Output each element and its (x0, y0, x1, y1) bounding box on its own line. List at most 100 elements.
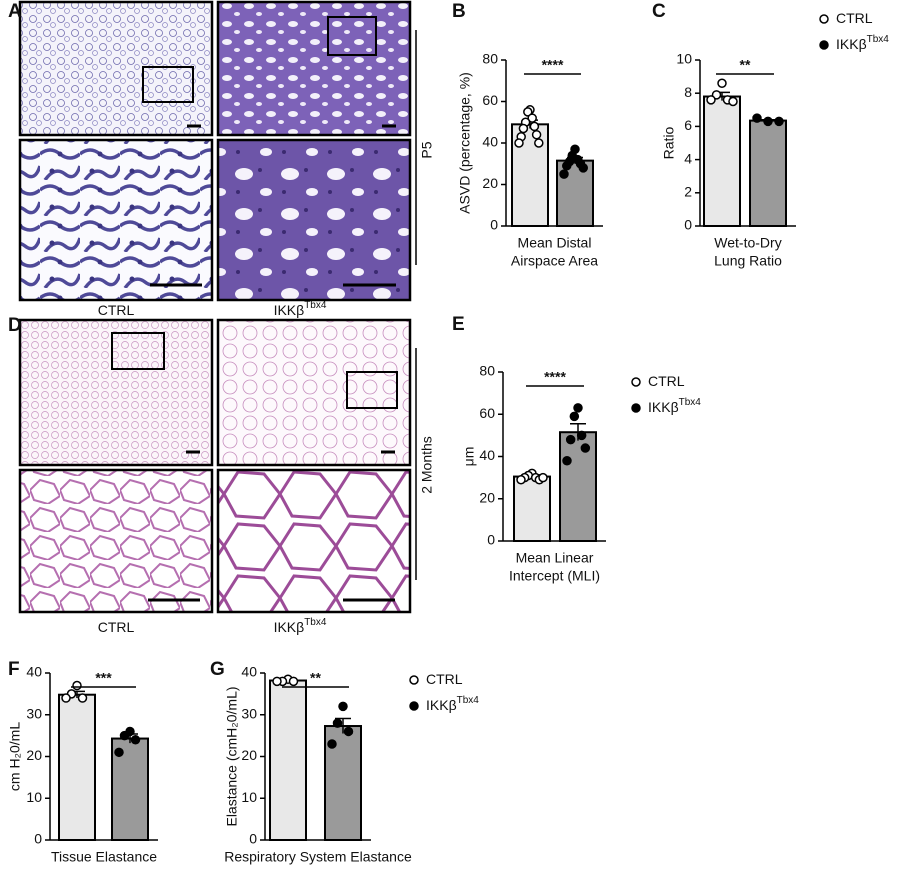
bar (703, 95, 741, 227)
column-label: CTRL (98, 619, 135, 635)
bar (559, 431, 597, 542)
y-axis-label: μm (461, 447, 477, 467)
y-axis-label: Elastance (cmH₂0/mL) (224, 686, 240, 826)
column-label-sup: Tbx4 (304, 617, 327, 628)
data-point (343, 726, 354, 737)
y-tick-label: 0 (34, 831, 42, 847)
legend-label: IKKβTbx4 (836, 34, 889, 52)
data-point (578, 163, 588, 173)
y-tick-label: 80 (479, 363, 495, 379)
y-axis-label: cm H₂0/mL (7, 722, 23, 791)
micrograph (216, 138, 412, 302)
data-point (518, 123, 529, 134)
y-tick-label: 20 (241, 747, 257, 763)
panel-letter: D (8, 315, 22, 336)
y-tick-label: 8 (684, 84, 692, 100)
column-label: CTRL (98, 302, 135, 318)
inset-box (111, 332, 165, 370)
y-tick-label: 30 (241, 705, 257, 721)
y-tick-label: 20 (26, 747, 42, 763)
bar (269, 679, 307, 842)
x-axis-label: Mean Distal (518, 235, 592, 251)
panel-letter: A (8, 1, 22, 22)
data-point (538, 472, 548, 483)
x-axis-label: Tissue Elastance (51, 849, 157, 865)
data-point (763, 116, 773, 127)
bar (58, 693, 96, 842)
y-tick-label: 20 (479, 489, 495, 505)
y-tick-label: 0 (487, 532, 495, 548)
panel-letter: E (452, 314, 465, 335)
data-point (527, 113, 537, 123)
legend-label-main: CTRL (426, 671, 463, 687)
legend-marker (819, 40, 829, 50)
side-label: 2 Months (419, 436, 435, 494)
significance-label: **** (542, 57, 564, 73)
y-tick-label: 0 (684, 217, 692, 233)
data-point (332, 718, 343, 728)
y-tick-label: 6 (684, 117, 692, 133)
data-point (130, 735, 141, 745)
data-point (61, 693, 71, 703)
data-point (565, 434, 576, 445)
legend-label: CTRL (648, 373, 685, 389)
data-point (559, 169, 569, 179)
y-tick-label: 30 (26, 705, 42, 721)
data-point (529, 121, 540, 132)
panel-letter: B (452, 1, 466, 22)
y-tick-label: 0 (249, 831, 257, 847)
legend-marker (409, 675, 419, 685)
micrograph (216, 468, 412, 614)
data-point (728, 96, 738, 107)
micrograph (18, 468, 214, 614)
legend-label-sup: Tbx4 (867, 34, 890, 45)
micrographs (18, 0, 417, 614)
legend-marker (819, 14, 829, 24)
inset-box (346, 371, 398, 409)
column-label: IKKβTbx4 (274, 617, 327, 635)
bar (513, 475, 551, 543)
column-label-main: CTRL (98, 619, 135, 635)
micrograph (216, 318, 412, 467)
inset-box (327, 16, 377, 56)
data-point (562, 161, 572, 171)
column-label-sup: Tbx4 (304, 300, 327, 311)
y-axis-label: Ratio (661, 126, 677, 159)
data-point (562, 455, 572, 466)
data-point (516, 474, 526, 485)
y-tick-label: 40 (241, 664, 257, 680)
data-point (573, 403, 583, 413)
y-tick-label: 40 (26, 664, 42, 680)
column-label: IKKβTbx4 (274, 300, 327, 318)
y-tick-label: 0 (490, 217, 498, 233)
legend-label-main: CTRL (648, 373, 685, 389)
legend-label: IKKβTbx4 (426, 695, 479, 713)
legend-label-main: IKKβ (836, 36, 867, 52)
x-axis-label: Airspace Area (511, 253, 598, 269)
x-axis-label: Mean Linear (516, 550, 594, 566)
significance-label: ** (310, 670, 321, 686)
panel-letter: C (652, 1, 666, 22)
data-point (72, 680, 82, 691)
data-point (523, 107, 533, 117)
micrograph (216, 0, 412, 137)
legend-label-main: IKKβ (648, 399, 679, 415)
micrograph (18, 318, 214, 467)
y-tick-label: 10 (241, 789, 257, 805)
data-point (774, 116, 784, 127)
y-tick-label: 10 (26, 789, 42, 805)
legend-label-sup: Tbx4 (679, 397, 702, 408)
data-point (288, 676, 299, 687)
x-axis-label: Intercept (MLI) (509, 568, 600, 584)
y-axis-label: ASVD (percentage, %) (457, 72, 473, 214)
y-tick-label: 80 (482, 51, 498, 67)
panel-letter: G (210, 659, 225, 680)
y-tick-label: 60 (482, 92, 498, 108)
y-tick-label: 4 (684, 150, 692, 166)
data-point (114, 747, 124, 758)
data-point (569, 411, 580, 422)
data-point (327, 739, 337, 749)
bar (749, 119, 787, 227)
inset-box (142, 66, 194, 103)
